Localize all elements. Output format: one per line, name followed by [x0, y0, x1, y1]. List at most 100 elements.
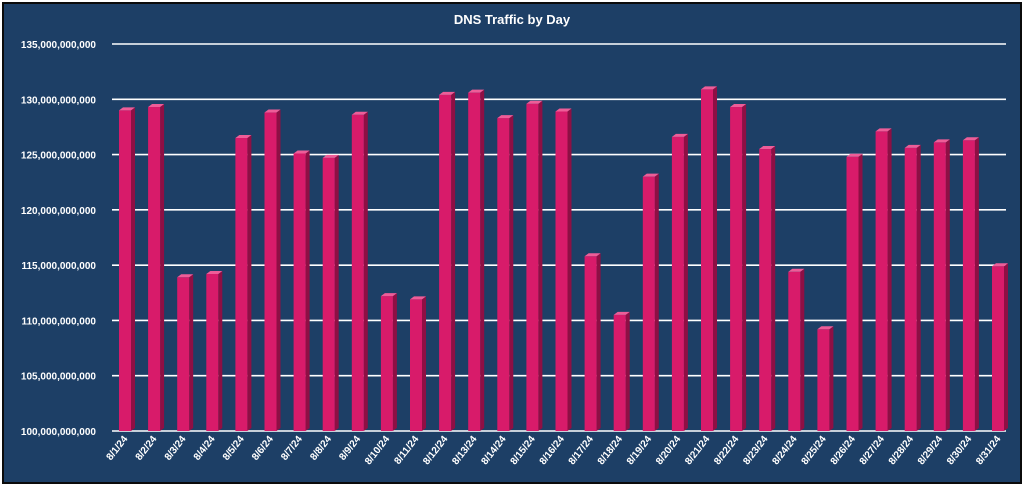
- bar: [439, 94, 452, 431]
- bar-top: [701, 86, 717, 90]
- bar-top: [759, 146, 776, 150]
- bar-top: [293, 150, 310, 154]
- x-tick-label: 8/4/24: [192, 434, 218, 463]
- x-tick-label: 8/23/24: [741, 434, 770, 467]
- x-tick-label: 8/26/24: [829, 434, 858, 467]
- x-tick-label: 8/1/24: [105, 434, 131, 463]
- bar: [177, 277, 190, 431]
- bar-top: [730, 104, 747, 108]
- bar-side: [974, 137, 979, 431]
- bar: [730, 107, 743, 432]
- bar: [555, 111, 568, 431]
- bar-side: [131, 107, 135, 431]
- bar-side: [305, 150, 310, 432]
- bar: [497, 118, 510, 431]
- bar-top: [468, 89, 485, 93]
- bar-side: [625, 311, 630, 431]
- bar: [992, 266, 1004, 431]
- y-tick-label: 115,000,000,000: [21, 261, 96, 272]
- bar-side: [276, 109, 281, 431]
- x-tick-label: 8/29/24: [916, 434, 945, 467]
- x-tick-label: 8/9/24: [337, 434, 363, 463]
- bar-top: [526, 100, 543, 104]
- bar-top: [235, 134, 252, 138]
- bar-side: [392, 293, 397, 431]
- bar-side: [422, 296, 426, 431]
- x-tick-label: 8/31/24: [974, 434, 1003, 467]
- chart-title: DNS Traffic by Day: [453, 12, 571, 27]
- bar-top: [875, 128, 892, 132]
- bar-top: [148, 104, 165, 108]
- x-tick-label: 8/18/24: [596, 434, 625, 467]
- bar-side: [829, 326, 834, 431]
- bar-top: [642, 173, 659, 177]
- x-tick-label: 8/10/24: [363, 434, 392, 467]
- bar-top: [962, 137, 979, 141]
- bar-side: [538, 100, 543, 432]
- x-tick-label: 8/14/24: [479, 434, 508, 467]
- bar-side: [742, 104, 747, 432]
- y-tick-label: 110,000,000,000: [21, 316, 96, 327]
- bar-side: [916, 144, 921, 432]
- bar-top: [380, 293, 397, 297]
- bar-side: [771, 146, 776, 432]
- x-tick-label: 8/16/24: [538, 434, 567, 467]
- bar-side: [945, 139, 950, 431]
- bar-side: [509, 115, 514, 431]
- bar-top: [788, 268, 805, 272]
- bar-side: [567, 108, 572, 431]
- x-tick-label: 8/2/24: [134, 434, 160, 463]
- x-tick-label: 8/6/24: [250, 434, 276, 463]
- bar-side: [713, 86, 717, 431]
- x-tick-label: 8/19/24: [625, 434, 654, 467]
- bar-top: [497, 115, 514, 119]
- bar-top: [613, 311, 630, 315]
- bar: [846, 156, 859, 432]
- bar: [380, 296, 393, 431]
- bar-side: [334, 154, 339, 432]
- bar-top: [322, 154, 339, 158]
- y-tick-label: 135,000,000,000: [21, 40, 97, 51]
- x-tick-label: 8/22/24: [712, 434, 741, 467]
- bar-top: [817, 326, 834, 330]
- bar: [962, 140, 975, 431]
- bar: [322, 157, 335, 432]
- bar-top: [177, 274, 194, 278]
- x-tick-label: 8/11/24: [392, 434, 421, 467]
- bar-top: [846, 153, 863, 157]
- bar: [701, 89, 713, 431]
- x-tick-label: 8/25/24: [800, 434, 829, 467]
- bar-side: [218, 270, 223, 431]
- bar-side: [247, 134, 252, 431]
- bar: [410, 299, 422, 431]
- bar-top: [933, 139, 950, 143]
- bar-top: [206, 270, 223, 274]
- y-tick-label: 120,000,000,000: [21, 206, 97, 217]
- x-tick-label: 8/7/24: [279, 434, 305, 463]
- x-tick-label: 8/13/24: [450, 434, 479, 467]
- bar-top: [584, 253, 601, 257]
- x-tick-label: 8/27/24: [858, 434, 887, 467]
- bar: [148, 107, 161, 432]
- bar-top: [264, 109, 281, 113]
- bar: [235, 137, 248, 431]
- bar-side: [160, 104, 165, 432]
- bar: [759, 149, 772, 432]
- bar: [206, 273, 219, 431]
- bar: [468, 92, 481, 431]
- y-tick-label: 130,000,000,000: [21, 95, 97, 106]
- bar-side: [451, 91, 456, 431]
- y-tick-label: 105,000,000,000: [21, 372, 97, 383]
- x-tick-label: 8/15/24: [509, 434, 538, 467]
- bar-top: [410, 296, 426, 300]
- x-tick-label: 8/17/24: [567, 434, 596, 467]
- bar: [526, 103, 539, 432]
- bar: [642, 176, 655, 431]
- bar-top: [992, 263, 1008, 267]
- x-tick-label: 8/28/24: [887, 434, 916, 467]
- bar-top: [439, 91, 456, 95]
- bar-top: [904, 144, 921, 148]
- x-tick-label: 8/20/24: [654, 434, 683, 467]
- bar: [293, 153, 306, 432]
